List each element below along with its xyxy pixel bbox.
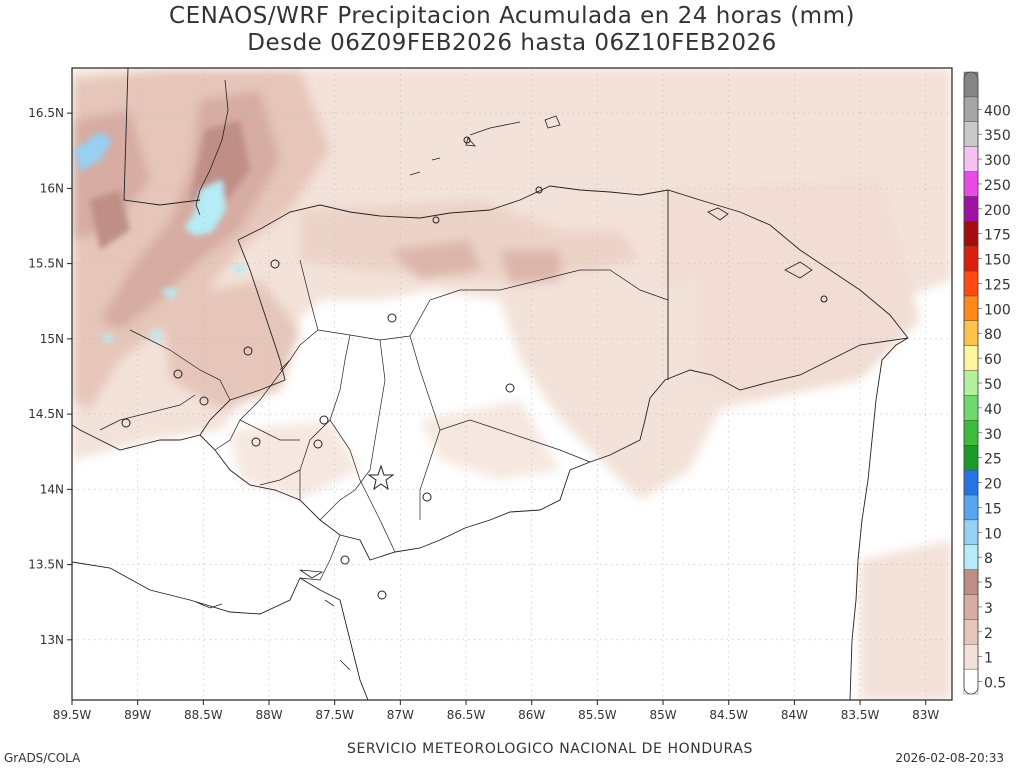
x-tick-label: 87W [387,708,414,722]
colorbar-label: 10 [984,526,1002,542]
colorbar-label: 8 [984,551,993,567]
x-tick-label: 87.5W [315,708,354,722]
belize-border [123,68,201,206]
colorbar-label: 20 [984,477,1002,493]
colorbar-label: 250 [984,178,1011,194]
colorbar-label: 400 [984,103,1011,119]
colorbar-swatch [963,370,979,396]
gridlines [72,68,952,700]
colorbar-label: 50 [984,377,1002,393]
x-tick-label: 85.5W [578,708,617,722]
colorbar-label: 40 [984,402,1002,418]
y-tick-label: 14.5N [28,407,64,421]
x-tick-label: 88.5W [184,708,223,722]
chart-subtitle: Desde 06Z09FEB2026 hasta 06Z10FEB2026 [247,30,777,56]
colorbar-label: 3 [984,601,993,617]
colorbar-swatch [963,171,979,197]
colorbar-label: 125 [984,277,1011,293]
plot-frame [71,67,953,701]
colorbar-label: 2 [984,626,993,642]
colorbar-swatch [963,96,979,122]
east-coast-line [849,337,909,700]
colorbar-swatch [963,420,979,446]
department-boundaries [99,259,669,581]
colorbar-label: 1 [984,651,993,667]
x-axis: 89.5W 89W 88.5W 88W 87.5W 87W 86.5W 86W 85.5W 85W… [53,700,939,722]
belize-coast [195,79,229,216]
colorbar-swatch [963,445,979,471]
colorbar-label: 80 [984,327,1002,343]
gulf-fonseca-islands [195,569,351,671]
capital-star-icon [367,464,395,491]
colorbar-label: 350 [984,128,1011,144]
y-tick-label: 13N [40,633,64,647]
caribbean-small-islands [409,157,813,279]
colorbar-swatch [963,295,979,322]
el-salvador-border [72,424,321,521]
x-tick-label: 85W [649,708,676,722]
timestamp: 2026-02-08-20:33 [895,751,1004,765]
x-tick-label: 89.5W [53,708,92,722]
colorbar-label: 200 [984,203,1011,219]
y-tick-label: 16.5N [28,106,64,120]
y-tick-label: 15.5N [28,257,64,271]
colorbar-swatch [963,644,979,670]
x-tick-label: 83W [912,708,939,722]
x-tick-label: 88W [255,708,282,722]
y-tick-label: 16N [40,181,64,195]
x-tick-label: 84W [781,708,808,722]
colorbar-label: 300 [984,153,1011,169]
colorbar-swatch [963,519,979,545]
software-credit: GrADS/COLA [4,751,81,765]
x-tick-label: 89W [124,708,151,722]
colorbar-swatch [963,121,979,147]
x-tick-label: 86W [518,708,545,722]
y-axis: 13N 13.5N 14N 14.5N 15N 15.5N 16N 16.5N [28,106,72,647]
pacific-coast-line [72,561,369,700]
colorbar-outline [963,71,979,695]
colorbar-swatch [963,320,979,346]
colorbar-swatch [963,395,979,421]
colorbar-swatch [963,196,979,222]
x-tick-label: 86.5W [447,708,486,722]
colorbar-swatch [963,619,979,645]
x-tick-label: 83.5W [841,708,880,722]
colorbar-label: 25 [984,452,1002,468]
agency-name: SERVICIO METEOROLOGICO NACIONAL DE HONDU… [347,741,753,757]
chart-title: CENAOS/WRF Precipitacion Acumulada en 24… [169,3,855,29]
colorbar-label: 175 [984,228,1011,244]
colorbar-label: 60 [984,352,1002,368]
colorbar-swatch [963,270,979,297]
colorbar-swatch [963,569,979,595]
colorbar-swatch [963,544,979,570]
colorbar-swatch [963,71,979,98]
colorbar-label: 15 [984,501,1002,517]
colorbar-swatch [963,594,979,620]
north-coast-line [237,185,909,339]
colorbar-label: 5 [984,576,993,592]
colorbar-legend: 0.5 1 2 3 5 8 10 15 20 25 30 40 50 60 80 100 125 150 175 20… [963,71,1011,695]
colorbar-swatch [963,146,979,172]
city-markers [121,136,828,600]
colorbar-swatch [963,494,979,521]
colorbar-swatch [963,245,979,272]
colorbar-label: 0.5 [984,676,1006,692]
colorbar-swatch [963,345,979,371]
y-tick-label: 15N [40,332,64,346]
colorbar-label: 150 [984,253,1011,269]
colorbar-swatch [963,469,979,496]
x-tick-label: 84.5W [709,708,748,722]
y-tick-label: 14N [40,482,64,496]
precipitation-shading [72,68,952,700]
colorbar-swatch [963,221,979,247]
colorbar-swatch [963,668,979,695]
y-tick-label: 13.5N [28,558,64,572]
country-boundaries [72,68,909,700]
colorbar-label: 100 [984,302,1011,318]
bay-islands [465,115,561,147]
colorbar-label: 30 [984,427,1002,443]
